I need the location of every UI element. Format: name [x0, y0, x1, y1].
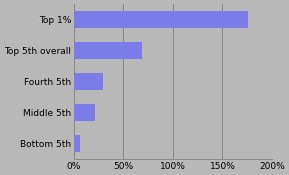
- Bar: [74, 104, 95, 121]
- Bar: [74, 42, 142, 59]
- Bar: [74, 11, 248, 28]
- Bar: [74, 135, 80, 152]
- Bar: [74, 73, 103, 90]
